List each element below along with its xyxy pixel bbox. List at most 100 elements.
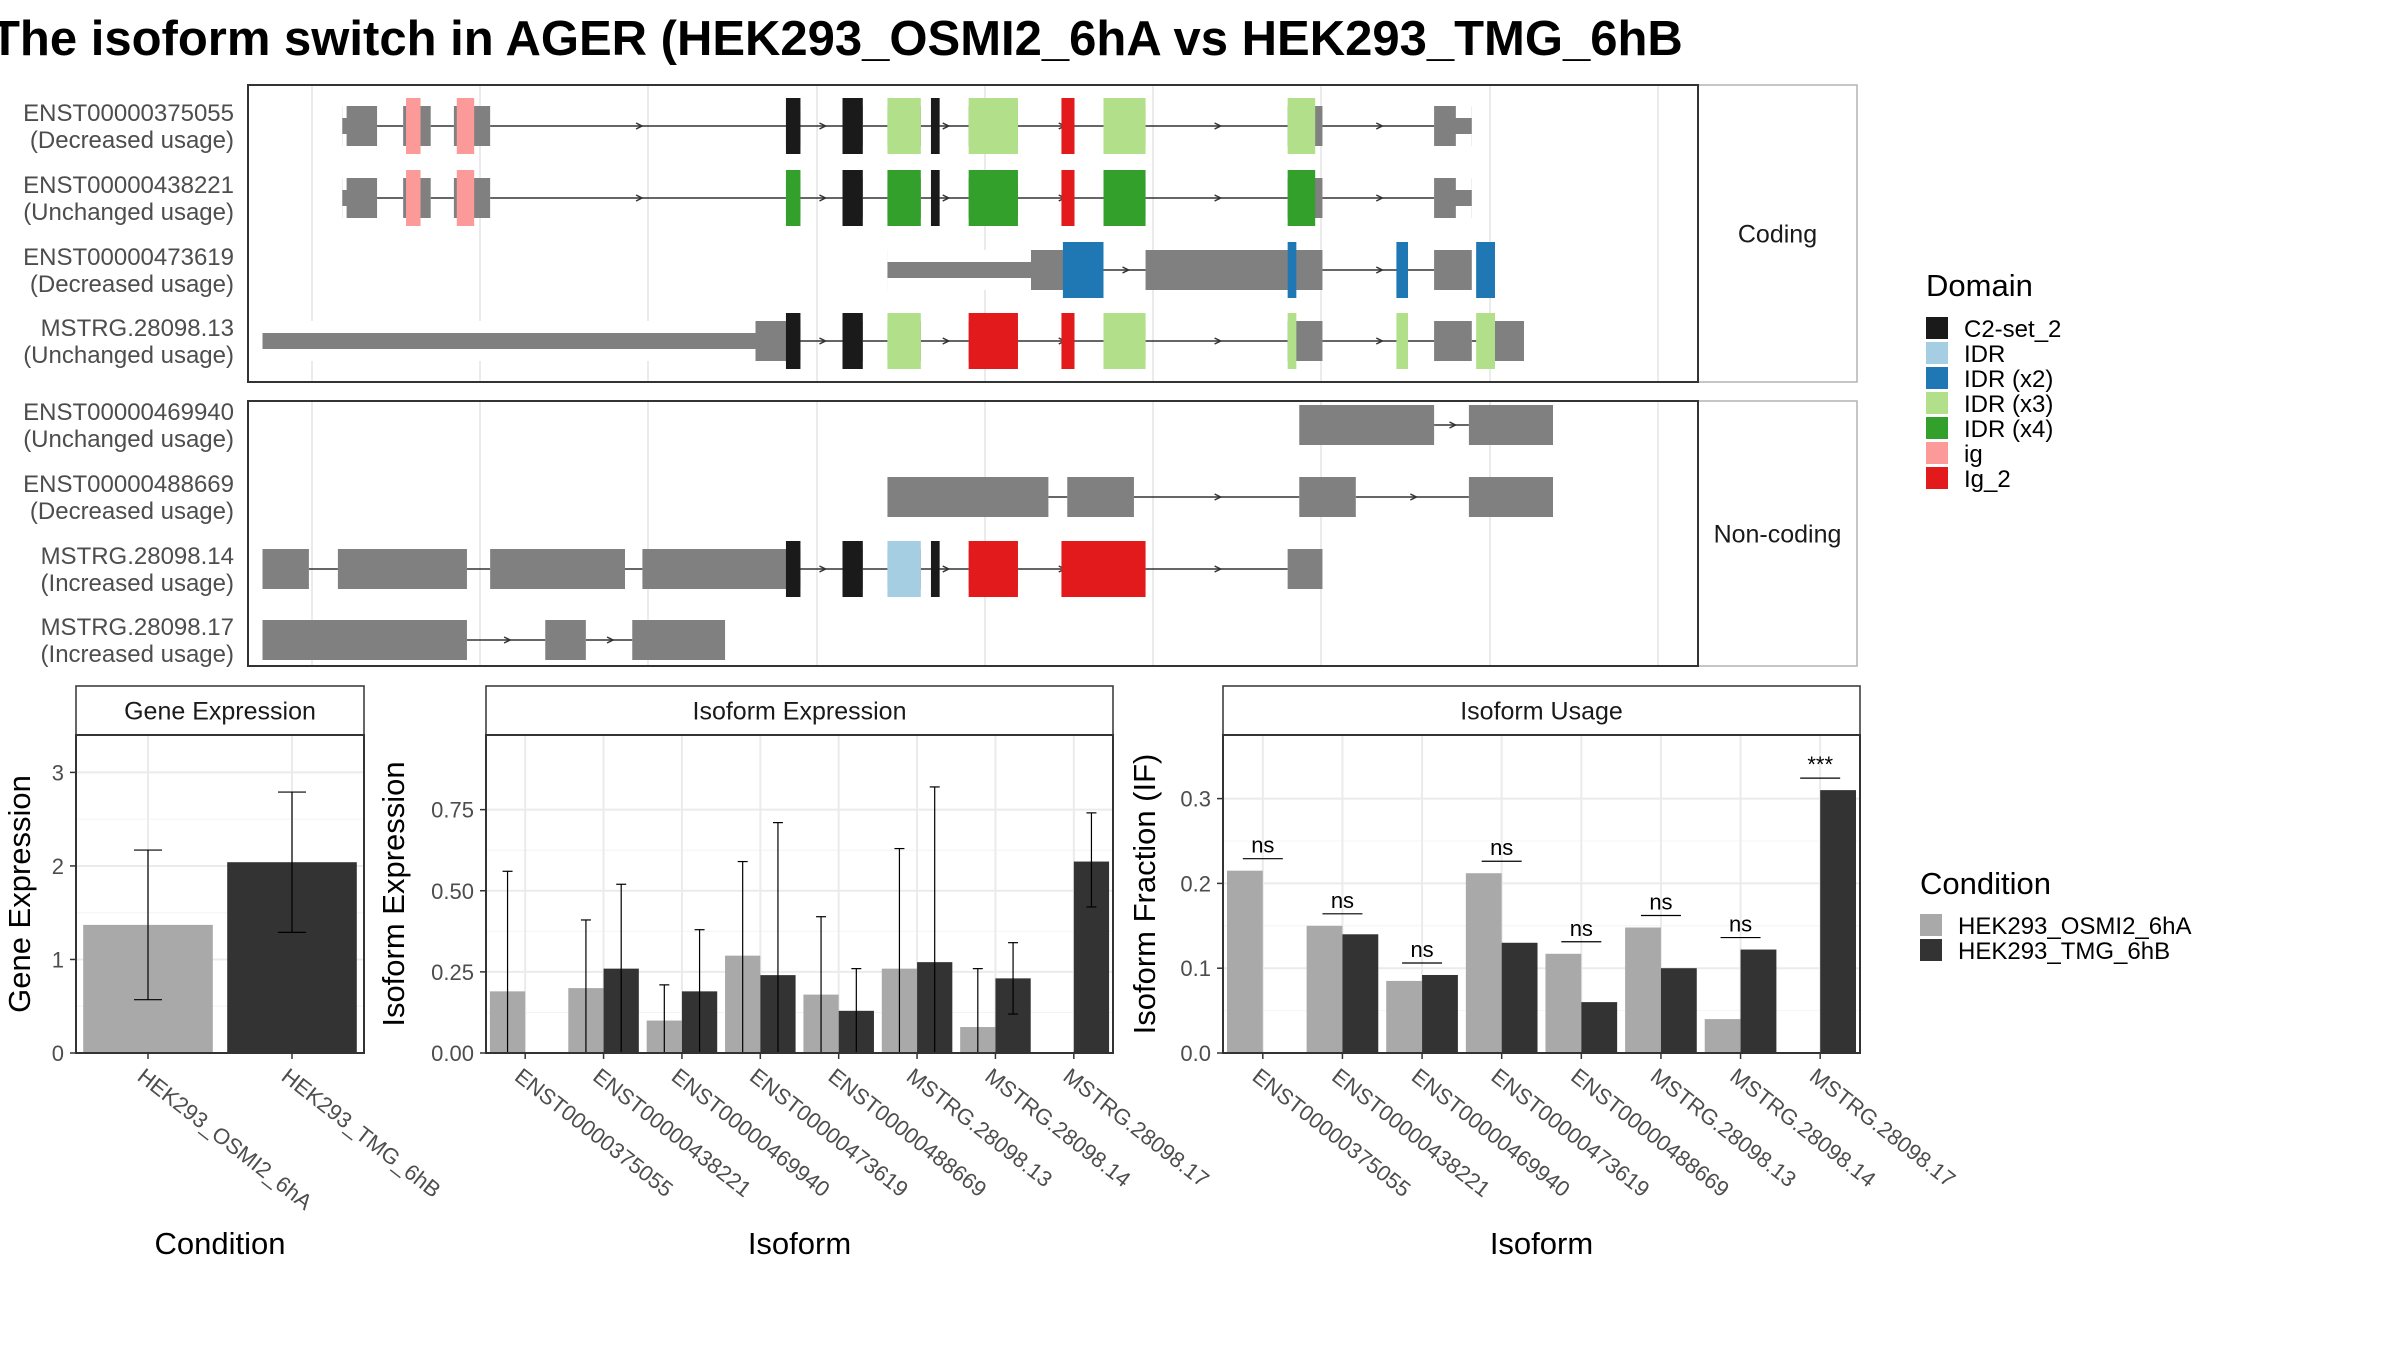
x-tick-label: MSTRG.28098.14 (1725, 1063, 1880, 1192)
domain-block (887, 541, 921, 597)
domain-block (1103, 313, 1146, 369)
strip-label: Non-coding (1714, 521, 1842, 549)
significance-label: ns (1729, 912, 1752, 937)
utr-mask (342, 134, 347, 146)
bar (1422, 974, 1458, 1053)
transcript-id-label: ENST00000438221 (23, 172, 234, 199)
figure-title: The isoform switch in AGER (HEK293_OSMI2… (0, 12, 1683, 66)
chart-title: Gene Expression (124, 698, 316, 726)
y-tick-label: 2 (52, 854, 64, 879)
transcript-id-label: ENST00000473619 (23, 244, 234, 271)
isoform-expression-chart: Isoform Expression0.000.250.500.75ENST00… (376, 685, 1214, 1261)
domain-block (968, 313, 1018, 369)
intron-arrow (606, 636, 615, 644)
significance-label: ns (1251, 833, 1274, 858)
domain-block (1287, 170, 1316, 226)
domain-block (406, 170, 421, 226)
intron-arrow (1375, 266, 1384, 274)
transcript-usage-label: (Unchanged usage) (23, 426, 234, 453)
y-tick-label: 0.25 (431, 960, 474, 985)
domain-block (1062, 242, 1104, 298)
exon-block (642, 549, 801, 589)
intron-arrow (942, 565, 951, 573)
transcript-usage-label: (Decreased usage) (30, 271, 234, 298)
intron-arrow (1375, 337, 1384, 345)
domain-block (1061, 98, 1075, 154)
utr-mask (887, 278, 1031, 290)
domain-block (785, 170, 801, 226)
bar (1306, 925, 1343, 1053)
y-tick-label: 0 (52, 1041, 64, 1066)
utr-mask (887, 250, 1031, 262)
isoform-usage-chart: Isoform Usage0.00.10.20.3nsENST000003750… (1127, 685, 1960, 1261)
significance-label: ns (1331, 888, 1354, 913)
intron-arrow (819, 565, 828, 573)
bar (1226, 870, 1263, 1053)
intron-arrow (1122, 266, 1131, 274)
bar (1740, 949, 1777, 1053)
exon-block (887, 477, 1049, 517)
domain-block (842, 541, 863, 597)
strip-box (1697, 84, 1858, 383)
bar (1501, 942, 1538, 1053)
exon-block (545, 620, 586, 660)
domain-block (842, 313, 863, 369)
gene-model-panel-bg (248, 401, 1698, 666)
intron-arrow (1410, 493, 1419, 501)
domain-block (1061, 313, 1075, 369)
strip-label: Coding (1738, 221, 1817, 249)
domain-block (968, 541, 1018, 597)
utr-mask (1455, 206, 1472, 218)
y-tick-label: 0.1 (1180, 956, 1211, 981)
exon-block (1434, 250, 1472, 290)
gene-model-panel-border (247, 400, 1699, 667)
plot-border (75, 734, 365, 1054)
transcript-usage-label: (Increased usage) (41, 641, 234, 668)
chart-title: Isoform Expression (693, 698, 907, 726)
condition-legend-label: HEK293_OSMI2_6hA (1958, 913, 2191, 940)
significance-label: ns (1649, 889, 1672, 914)
chart-strip (485, 685, 1114, 736)
y-tick-label: 0.00 (431, 1041, 474, 1066)
y-tick-label: 0.0 (1180, 1041, 1211, 1066)
intron-arrow (635, 194, 644, 202)
domain-block (842, 170, 863, 226)
transcript-id-label: ENST00000488669 (23, 471, 234, 498)
exon-block (1299, 405, 1435, 445)
exon-block (1468, 405, 1553, 445)
domain-block (842, 98, 863, 154)
domain-legend-swatch (1926, 417, 1948, 439)
intron-arrow (1375, 122, 1384, 130)
domain-block (930, 170, 940, 226)
bar (1545, 953, 1582, 1053)
utr-mask (1455, 178, 1472, 190)
domain-block (1061, 170, 1075, 226)
intron-arrow (942, 122, 951, 130)
bar (1342, 934, 1379, 1053)
domain-block (456, 170, 475, 226)
bar (1386, 980, 1423, 1053)
domain-block (1287, 313, 1297, 369)
domain-block (785, 98, 801, 154)
condition-legend-swatch (1920, 914, 1942, 936)
x-axis-title: Condition (155, 1226, 286, 1261)
domain-block (1287, 98, 1316, 154)
chart-strip (1222, 685, 1861, 736)
domain-block (1396, 242, 1408, 298)
exon-block (490, 549, 625, 589)
bar (1465, 873, 1502, 1053)
domain-block (968, 170, 1018, 226)
transcript-usage-label: (Unchanged usage) (23, 199, 234, 226)
transcript-usage-label: (Decreased usage) (30, 127, 234, 154)
intron-arrow (819, 337, 828, 345)
intron-arrow (635, 122, 644, 130)
domain-block (1061, 541, 1146, 597)
domain-legend-label: ig (1964, 441, 1983, 468)
transcript-id-label: ENST00000469940 (23, 399, 234, 426)
significance-label: ns (1410, 937, 1433, 962)
domain-block (1103, 98, 1146, 154)
domain-legend-swatch (1926, 442, 1948, 464)
utr-mask (342, 106, 347, 118)
